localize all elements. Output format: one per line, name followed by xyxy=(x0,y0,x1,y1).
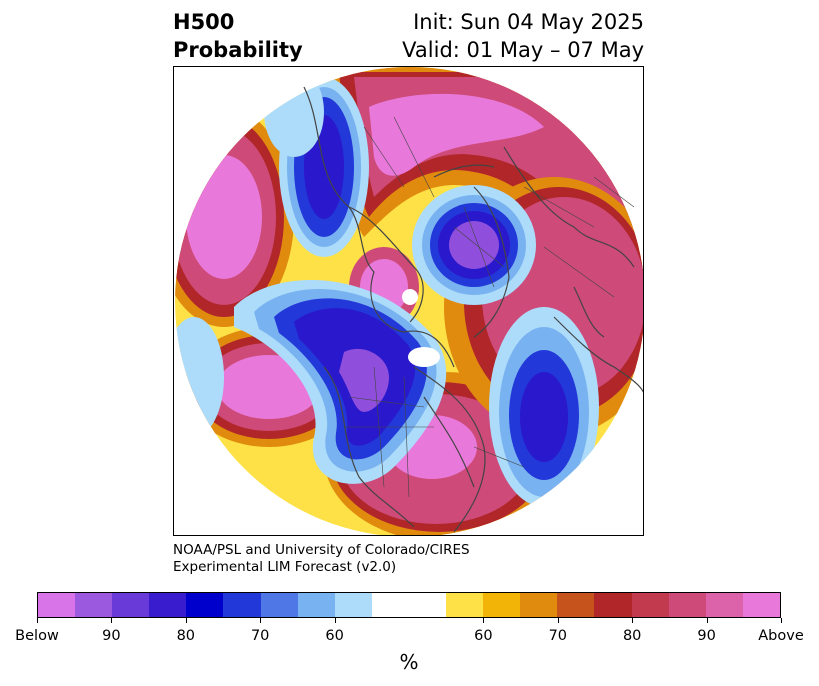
colorbar-tick-label: 60 xyxy=(474,628,493,644)
colorbar-segment xyxy=(334,593,372,617)
valid-range: Valid: 01 May – 07 May xyxy=(402,38,644,62)
colorbar-segment xyxy=(38,593,76,617)
colorbar-tick-mark xyxy=(706,618,708,623)
colorbar-segment xyxy=(186,593,224,617)
political-borders xyxy=(344,116,635,498)
colorbar-segment xyxy=(631,593,669,617)
below-anomaly-arctic xyxy=(412,185,536,305)
colorbar-tick-label: 70 xyxy=(250,628,270,644)
colorbar-tick-mark xyxy=(185,618,187,623)
colorbar-segment xyxy=(75,593,113,617)
colorbar-segment xyxy=(594,593,632,617)
colorbar-tick-label: 90 xyxy=(697,628,716,644)
colorbar-segment xyxy=(149,593,187,617)
title-product: Probability xyxy=(173,38,303,62)
polar-map-svg xyxy=(175,67,643,535)
colorbar-tick-label: Below xyxy=(15,628,59,644)
forecast-dates: Init: Sun 04 May 2025 Valid: 01 May – 07… xyxy=(402,8,644,64)
colorbar-segment xyxy=(223,593,261,617)
colorbar-segment xyxy=(742,593,780,617)
colorbar-segment xyxy=(483,593,521,617)
colorbar-tick-mark xyxy=(334,618,336,623)
coastlines xyxy=(303,86,643,533)
colorbar-tick-mark xyxy=(111,618,113,623)
colorbar-tick-label: 70 xyxy=(548,628,568,644)
below-anomaly-atlantic xyxy=(489,307,599,507)
colorbar-segment xyxy=(557,593,595,617)
colorbar-tick-label: 80 xyxy=(176,628,196,644)
colorbar-tick-mark xyxy=(632,618,634,623)
colorbar-tick-label: 90 xyxy=(102,628,121,644)
colorbar-tick-mark xyxy=(37,618,38,623)
colorbar-units: % xyxy=(399,650,419,674)
below-anomaly-central xyxy=(234,279,447,484)
colorbar-segment xyxy=(705,593,743,617)
probability-map xyxy=(173,66,644,536)
init-date: Init: Sun 04 May 2025 xyxy=(413,10,644,34)
credit-block: NOAA/PSL and University of Colorado/CIRE… xyxy=(173,542,470,576)
neutral-zones xyxy=(402,289,440,367)
colorbar-segment xyxy=(668,593,706,617)
colorbar-segment xyxy=(297,593,335,617)
colorbar-segment xyxy=(371,593,409,617)
colorbar-tick-label: 60 xyxy=(325,628,344,644)
credit-line-1: NOAA/PSL and University of Colorado/CIRE… xyxy=(173,542,470,558)
probability-field xyxy=(175,67,643,535)
probability-colorbar xyxy=(37,592,781,618)
colorbar-tick-label: Above xyxy=(758,628,804,644)
credit-line-2: Experimental LIM Forecast (v2.0) xyxy=(173,559,397,575)
colorbar-segment xyxy=(520,593,558,617)
colorbar-segment xyxy=(408,593,447,617)
colorbar-segment xyxy=(260,593,298,617)
map-title: H500 Probability xyxy=(173,8,303,64)
colorbar-tick-mark xyxy=(483,618,485,623)
colorbar-segment xyxy=(112,593,150,617)
colorbar-segment xyxy=(446,593,484,617)
colorbar-tick-mark xyxy=(260,618,262,623)
title-variable: H500 xyxy=(173,10,235,34)
colorbar-tick-label: 80 xyxy=(622,628,642,644)
colorbar-tick-mark xyxy=(781,618,782,623)
colorbar-tick-mark xyxy=(557,618,559,623)
